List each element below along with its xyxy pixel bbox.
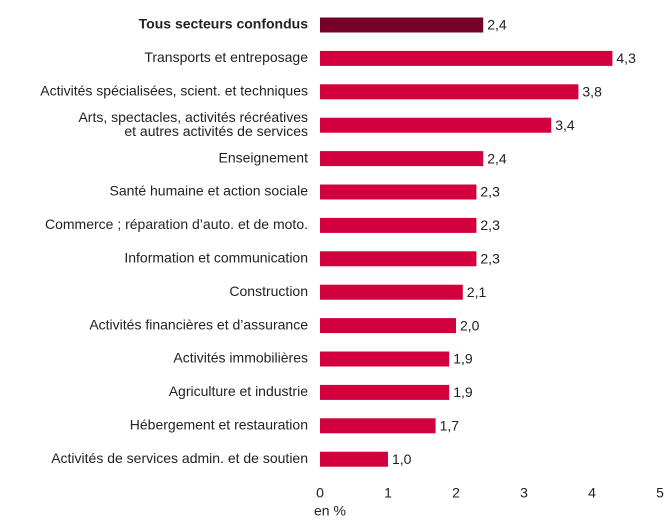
x-tick-label: 4 — [588, 485, 596, 501]
y-tick-label: Activités de services admin. et de souti… — [51, 450, 308, 466]
value-label: 1,9 — [453, 384, 473, 400]
y-tick-label: Transports et entreposage — [144, 49, 308, 65]
value-label: 2,3 — [480, 251, 500, 267]
y-tick-label: Activités financières et d’assurance — [89, 316, 308, 332]
bar — [320, 184, 477, 200]
bar — [320, 318, 456, 334]
x-tick-label: 3 — [520, 485, 528, 501]
value-label: 2,3 — [480, 217, 500, 233]
value-label: 4,3 — [616, 50, 636, 66]
bar — [320, 418, 436, 434]
bar — [320, 351, 450, 367]
bar — [320, 284, 463, 300]
bar — [320, 50, 613, 66]
label-line: et autres activités de services — [124, 123, 308, 139]
bar — [320, 251, 477, 267]
label-line: Arts, spectacles, activités récréatives — [78, 109, 308, 125]
value-label: 2,1 — [467, 284, 487, 300]
bar — [320, 451, 388, 467]
value-label: 3,8 — [582, 84, 602, 100]
x-tick-label: 2 — [452, 485, 460, 501]
x-axis-label: en % — [314, 503, 346, 519]
bar — [320, 384, 450, 400]
y-tick-label: Hébergement et restauration — [130, 417, 308, 433]
y-tick-label: Enseignement — [218, 149, 308, 165]
value-label: 3,4 — [555, 117, 575, 133]
bar — [320, 84, 579, 100]
y-tick-label: Activités spécialisées, scient. et techn… — [40, 83, 308, 99]
x-tick-label: 0 — [316, 485, 324, 501]
bar — [320, 217, 477, 233]
value-label: 1,0 — [392, 451, 412, 467]
bar — [320, 17, 484, 33]
y-tick-label: Arts, spectacles, activités récréatives e… — [78, 109, 308, 139]
value-label: 1,7 — [440, 418, 460, 434]
y-tick-label: Commerce ; réparation d’auto. et de moto… — [45, 216, 308, 232]
y-tick-label: Agriculture et industrie — [169, 383, 309, 399]
value-label: 1,9 — [453, 351, 473, 367]
y-tick-label: Construction — [229, 283, 308, 299]
x-tick-label: 5 — [656, 485, 664, 501]
y-tick-label: Information et communication — [124, 250, 308, 266]
value-label: 2,0 — [460, 317, 480, 333]
x-tick-label: 1 — [384, 485, 392, 501]
value-label: 2,4 — [487, 150, 507, 166]
bar — [320, 117, 552, 133]
bar — [320, 151, 484, 167]
value-label: 2,3 — [480, 184, 500, 200]
y-tick-label: Tous secteurs confondus — [139, 16, 309, 32]
value-label: 2,4 — [487, 17, 507, 33]
y-tick-label: Santé humaine et action sociale — [110, 183, 309, 199]
y-tick-label: Activités immobilières — [173, 350, 308, 366]
